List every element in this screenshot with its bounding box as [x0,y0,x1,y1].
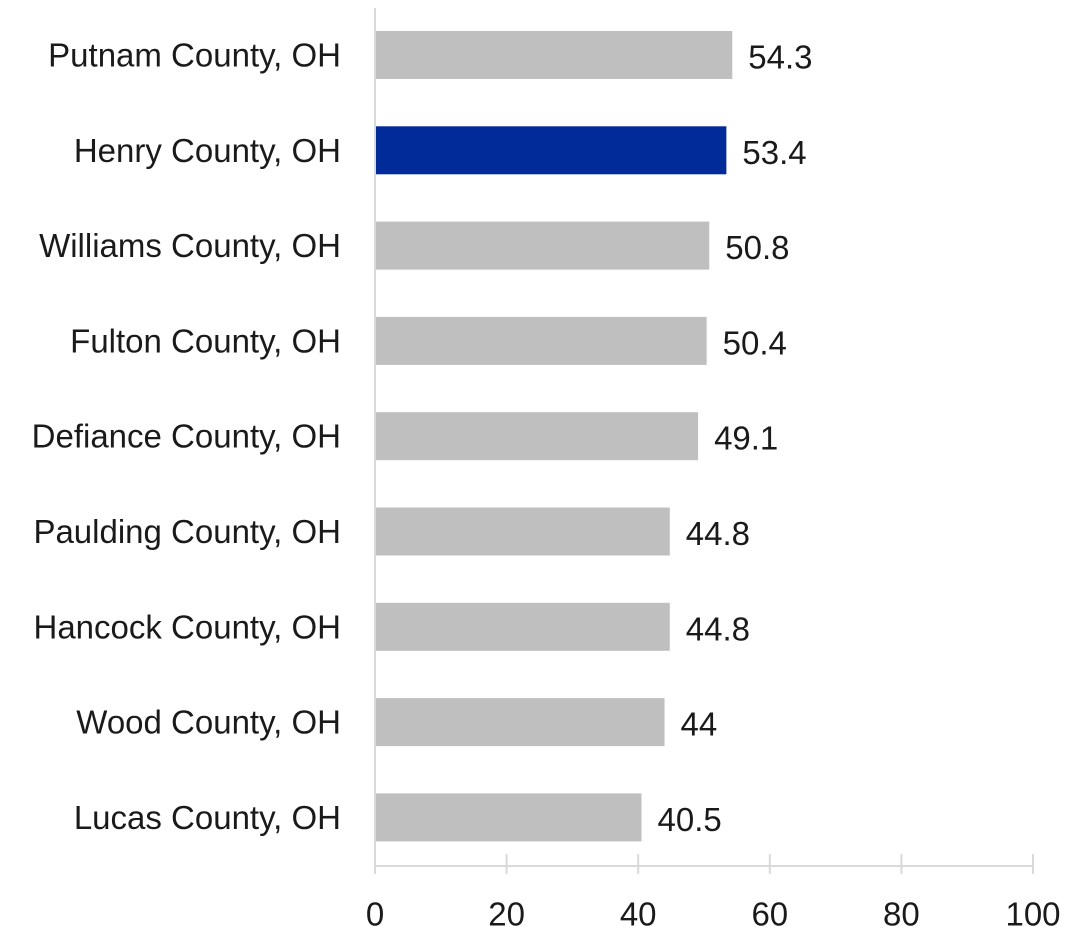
bar [375,412,699,461]
x-tick-label: 20 [488,896,525,927]
bar [375,507,670,556]
category-label: Paulding County, OH [33,513,341,550]
bar [375,126,727,175]
value-label: 49.1 [714,420,778,457]
value-label: 40.5 [657,801,721,838]
category-label: Henry County, OH [74,132,341,169]
category-label: Williams County, OH [39,227,341,264]
x-tick-label: 80 [883,896,920,927]
x-tick-label: 100 [1005,896,1060,927]
bar [375,31,733,79]
bars-layer [375,31,733,842]
value-label: 44 [681,706,718,743]
value-label: 50.4 [723,324,787,361]
x-tick-label: 60 [751,896,788,927]
value-label: 54.3 [748,39,812,76]
value-label: 50.8 [725,229,789,266]
category-label: Putnam County, OH [48,37,341,74]
category-labels: Putnam County, OH Henry County, OH William… [32,37,341,836]
value-label: 53.4 [742,134,806,171]
value-label: 44.8 [686,610,750,647]
category-label: Defiance County, OH [32,418,341,455]
category-label: Lucas County, OH [74,799,341,836]
category-label: Hancock County, OH [33,608,341,645]
bar [375,793,642,842]
bar [375,221,710,270]
value-labels: 54.3 53.4 50.8 50.4 49.1 44.8 44.8 44 40.5 [657,39,812,838]
bar [375,602,670,651]
bar [375,698,665,747]
category-label: Wood County, OH [76,704,341,741]
x-tick-label: 40 [620,896,657,927]
axes: 0 20 40 60 80 100 [366,8,1061,927]
bar [375,316,707,365]
category-label: Fulton County, OH [70,322,341,359]
value-label: 44.8 [686,515,750,552]
x-tick-label: 0 [366,896,384,927]
